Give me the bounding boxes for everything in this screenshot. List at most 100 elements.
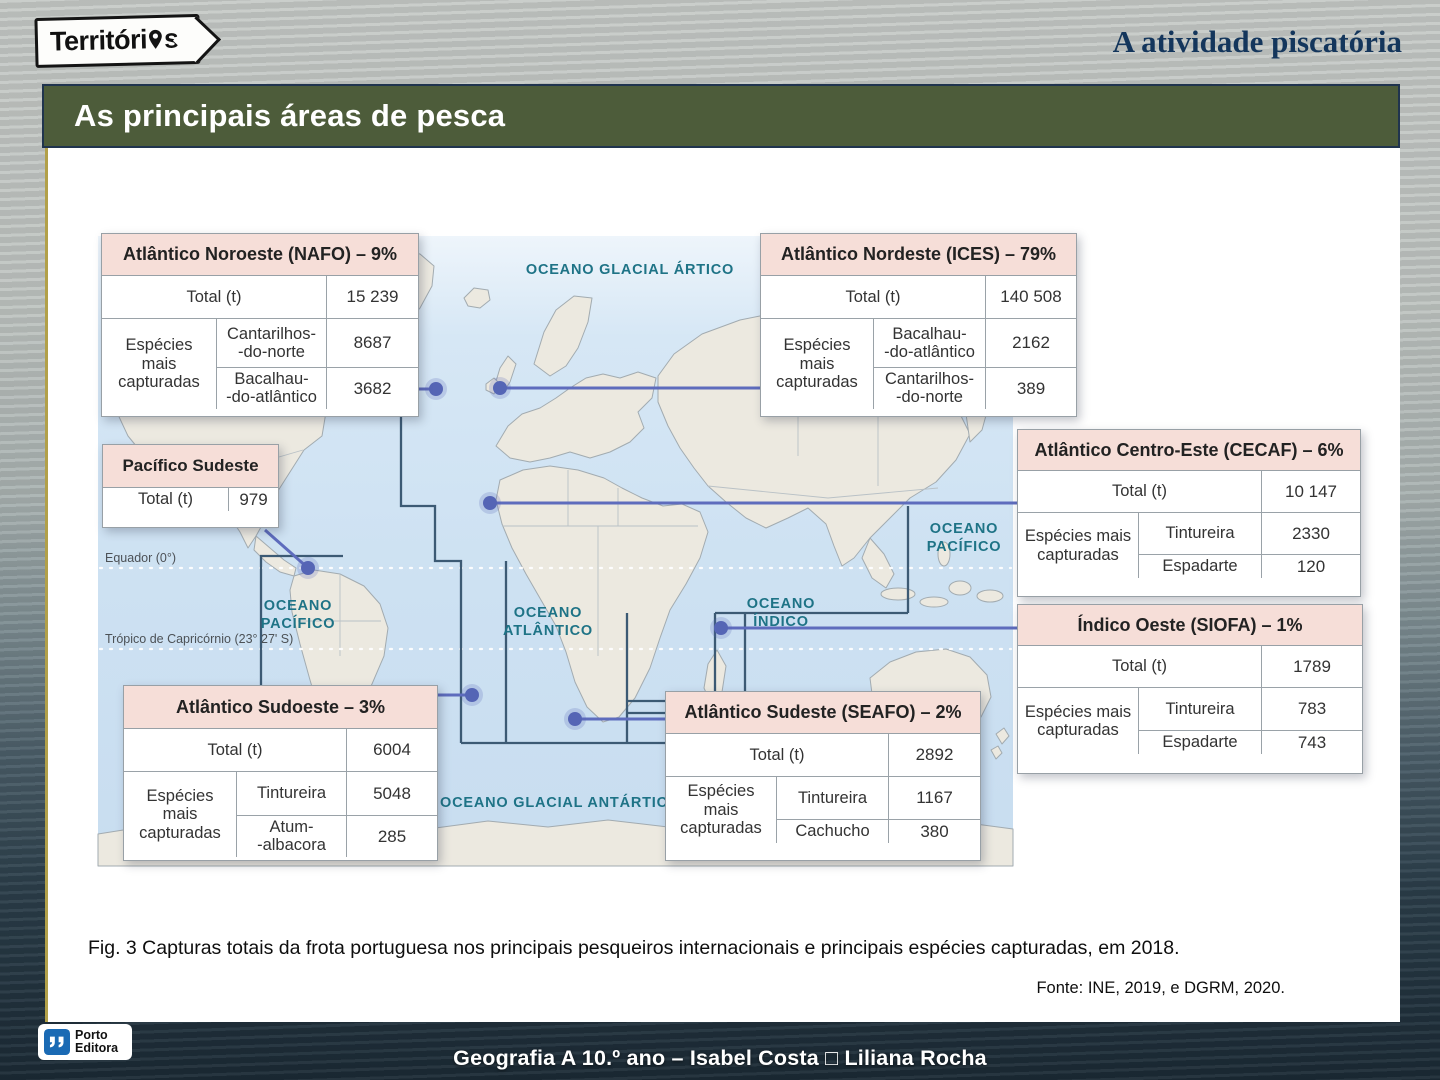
tropic-label: Trópico de Capricórnio (23° 27' S) xyxy=(105,632,293,646)
total-label: Total (t) xyxy=(1018,471,1262,513)
total-value: 6004 xyxy=(347,729,437,772)
total-label: Total (t) xyxy=(124,729,347,772)
ocean-labels-group: OCEANO GLACIAL ÁRTICO OCEANO PACÍFICO OC… xyxy=(261,261,1002,811)
species-value: 2162 xyxy=(986,319,1076,368)
dot-nafo xyxy=(429,382,443,396)
table-siofa: Índico Oeste (SIOFA) – 1% Total (t) 1789… xyxy=(1017,604,1363,774)
dot-pacifico-sudeste xyxy=(301,561,315,575)
species-name: Tintureira xyxy=(237,772,347,816)
species-name: Espadarte xyxy=(1139,555,1262,579)
land-new-zealand xyxy=(990,727,1010,760)
table-ices: Atlântico Nordeste (ICES) – 79% Total (t… xyxy=(760,233,1077,417)
land-scandinavia xyxy=(533,295,593,377)
land-se-asia xyxy=(861,537,895,589)
table-title: Atlântico Sudoeste – 3% xyxy=(124,686,437,729)
boundary-pacific-se xyxy=(259,554,343,743)
ocean-label-arctic: OCEANO GLACIAL ÁRTICO xyxy=(526,261,734,278)
species-name: Tintureira xyxy=(1139,688,1262,731)
species-value: 120 xyxy=(1296,557,1326,576)
land-philippines xyxy=(937,541,951,567)
table-pacifico-sudeste: Pacífico Sudeste Total (t) 979 xyxy=(102,444,279,528)
content-panel: OCEANO GLACIAL ÁRTICO OCEANO PACÍFICO OC… xyxy=(45,148,1400,1022)
species-name: Tintureira xyxy=(1139,513,1262,555)
species-name: Bacalhau- -do-atlântico xyxy=(217,368,327,409)
species-name: Cantarilhos- -do-norte xyxy=(217,319,327,368)
species-label: Espécies mais capturadas xyxy=(124,772,237,857)
species-name: Cantarilhos- -do-norte xyxy=(874,368,986,409)
dot-cecaf xyxy=(483,496,497,510)
ocean-label-pacific-west-2: PACÍFICO xyxy=(261,615,336,632)
land-new-guinea xyxy=(976,589,1004,603)
ocean-label-pacific-west-1: OCEANO xyxy=(264,598,332,614)
land-borneo xyxy=(948,580,972,596)
table-sudoeste: Atlântico Sudoeste – 3% Total (t) 6004 E… xyxy=(123,685,438,861)
subject-title: A atividade piscatória xyxy=(1112,24,1402,59)
total-value: 979 xyxy=(239,490,268,509)
ocean-label-indian-2: ÍNDICO xyxy=(753,613,809,630)
species-value: 380 xyxy=(920,822,949,841)
species-label: Espécies mais capturadas xyxy=(1018,513,1139,579)
species-label: Espécies mais capturadas xyxy=(761,319,874,409)
connector-pacifico-sudeste xyxy=(264,528,309,570)
table-seafo: Atlântico Sudeste (SEAFO) – 2% Total (t)… xyxy=(665,691,981,861)
species-label: Espécies mais capturadas xyxy=(102,319,217,409)
total-label: Total (t) xyxy=(1018,646,1262,688)
dot-ices xyxy=(493,381,507,395)
table-title: Atlântico Nordeste (ICES) – 79% xyxy=(761,234,1076,276)
species-name: Bacalhau- -do-atlântico xyxy=(874,319,986,368)
land-africa xyxy=(495,465,709,723)
species-value: 743 xyxy=(1297,733,1327,752)
species-value: 8687 xyxy=(327,319,418,368)
ocean-label-pacific-east-2: PACÍFICO xyxy=(927,538,1002,555)
table-cecaf: Atlântico Centro-Este (CECAF) – 6% Total… xyxy=(1017,429,1361,597)
species-value: 3682 xyxy=(353,378,392,398)
table-title: Índico Oeste (SIOFA) – 1% xyxy=(1018,605,1362,646)
publisher-logo: Porto Editora xyxy=(38,1024,132,1060)
land-sumatra xyxy=(880,587,916,601)
publisher-name-line1: Porto xyxy=(75,1028,108,1043)
table-title: Atlântico Centro-Este (CECAF) – 6% xyxy=(1018,430,1360,471)
brand-text-prefix: Territóri xyxy=(49,23,148,57)
dot-seafo xyxy=(568,712,582,726)
brand-logo: Territóri s xyxy=(34,13,201,69)
species-value: 783 xyxy=(1262,688,1362,731)
equator-label: Equador (0°) xyxy=(105,551,176,565)
table-title: Atlântico Sudeste (SEAFO) – 2% xyxy=(666,692,980,734)
species-name: Tintureira xyxy=(777,777,889,820)
ocean-label-indian-1: OCEANO xyxy=(747,596,815,612)
boundary-east-atlantic xyxy=(399,415,463,743)
ocean-label-atlantic-2: ATLÂNTICO xyxy=(503,621,593,639)
figure-caption: Fig. 3 Capturas totais da frota portugue… xyxy=(88,937,1180,959)
total-label: Total (t) xyxy=(102,276,327,319)
latitude-lines xyxy=(98,566,1013,651)
publisher-name-line2: Editora xyxy=(75,1041,119,1055)
table-nafo: Atlântico Noroeste (NAFO) – 9% Total (t)… xyxy=(101,233,419,417)
location-pin-icon xyxy=(148,25,164,56)
connectors-group xyxy=(264,386,1017,721)
table-title: Atlântico Noroeste (NAFO) – 9% xyxy=(102,234,418,276)
figure-source: Fonte: INE, 2019, e DGRM, 2020. xyxy=(1036,979,1285,997)
ocean-label-atlantic-1: OCEANO xyxy=(514,605,582,621)
land-iceland xyxy=(463,287,491,309)
total-value: 1789 xyxy=(1262,646,1362,688)
species-name: Cachucho xyxy=(777,820,889,844)
total-value: 140 508 xyxy=(986,276,1076,319)
slide-title-bar: As principais áreas de pesca xyxy=(42,84,1400,148)
brand-text-suffix: s xyxy=(163,23,179,54)
table-title: Pacífico Sudeste xyxy=(103,445,278,488)
total-value: 10 147 xyxy=(1262,471,1360,513)
dot-siofa xyxy=(714,621,728,635)
species-value: 1167 xyxy=(889,777,980,820)
connector-dots xyxy=(297,377,732,730)
boundary-into-seafo-table xyxy=(627,699,665,715)
species-name: Espadarte xyxy=(1139,731,1262,755)
species-value: 285 xyxy=(377,826,407,846)
course-footer: Geografia A 10.º ano – Isabel Costa □ Li… xyxy=(453,1046,987,1070)
ocean-label-antarctic: OCEANO GLACIAL ANTÁRTICO xyxy=(440,794,680,811)
land-java xyxy=(919,596,949,608)
species-value: 5048 xyxy=(347,772,437,816)
species-value: 2330 xyxy=(1262,513,1360,555)
total-value: 15 239 xyxy=(327,276,418,319)
species-name: Atum- -albacora xyxy=(237,816,347,857)
species-value: 389 xyxy=(1016,378,1046,398)
